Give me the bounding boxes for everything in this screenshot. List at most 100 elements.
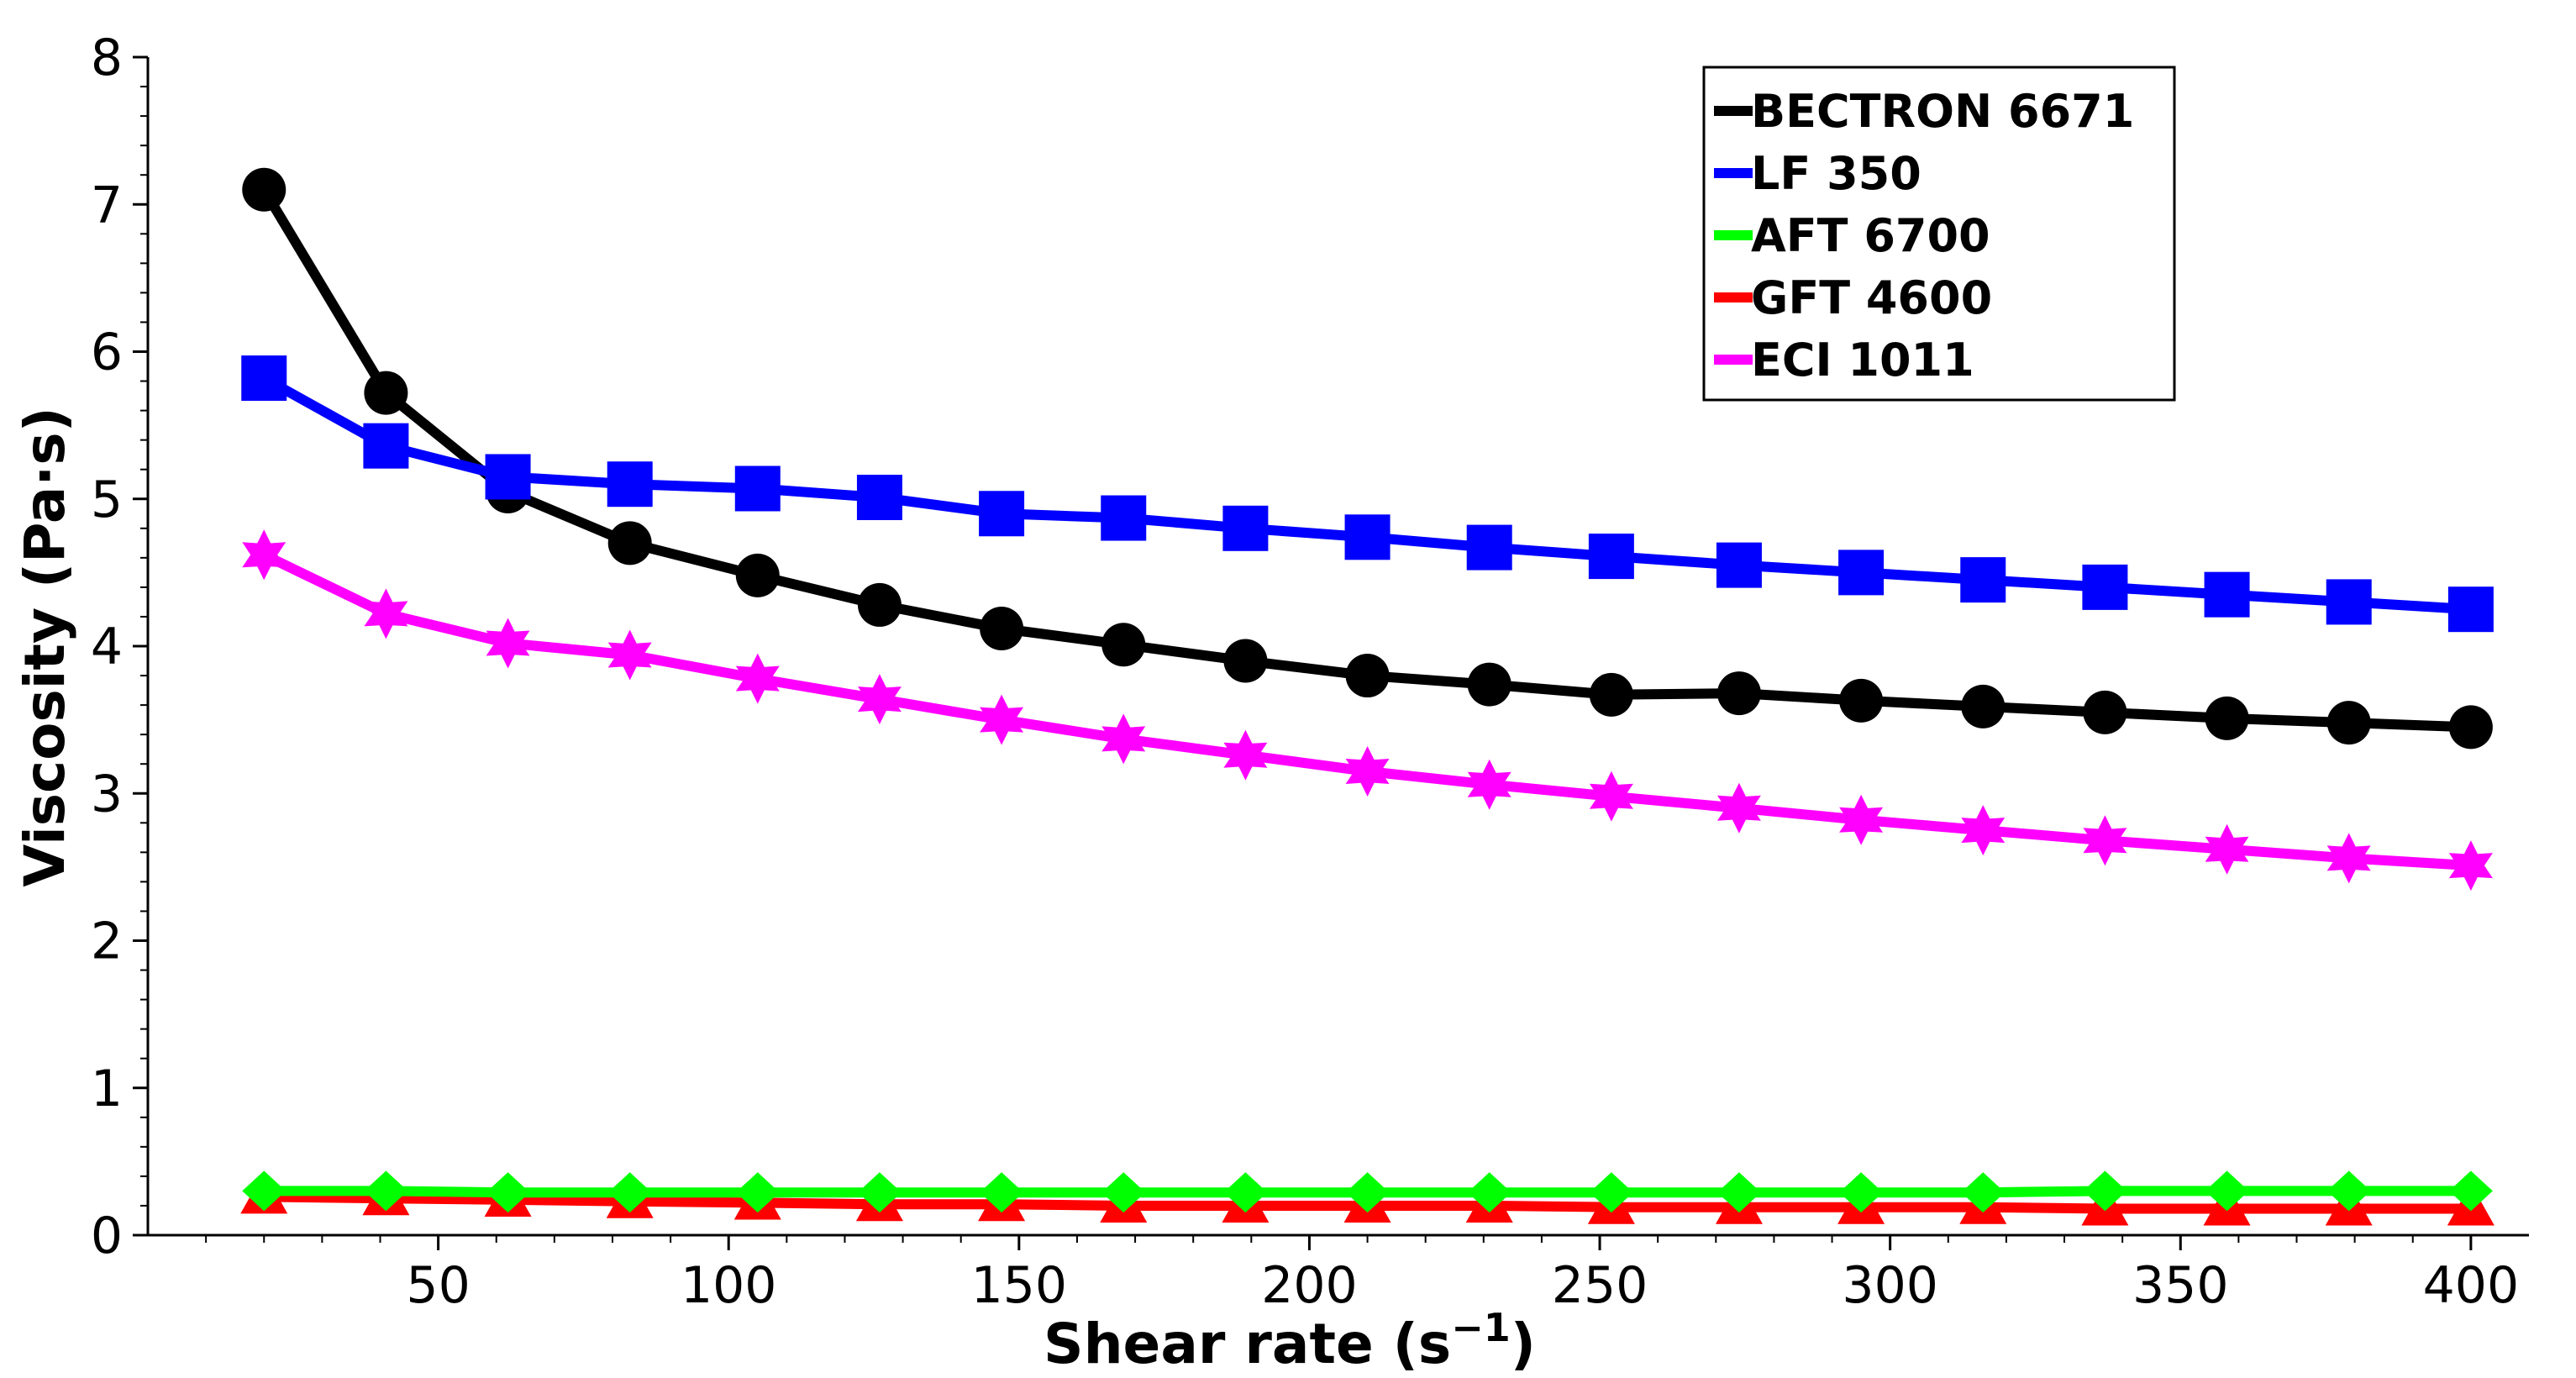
legend: BECTRON 6671 LF 350 AFT 6700 GFT 4600 ECI 10…	[1702, 66, 2176, 402]
x-tick-label: 50	[406, 1256, 470, 1315]
data-point-aft-6700	[2326, 1170, 2371, 1212]
data-point-lf-350	[363, 423, 409, 469]
data-point-lf-350	[1716, 542, 1762, 588]
legend-label-bectron-6671: BECTRON 6671	[1751, 85, 2134, 138]
x-axis-title: Shear rate (s−1)	[1044, 1305, 1536, 1376]
data-point-bectron-6671	[1467, 662, 1511, 707]
data-point-bectron-6671	[1961, 684, 2006, 728]
data-point-aft-6700	[2448, 1170, 2493, 1212]
data-point-bectron-6671	[980, 606, 1024, 650]
data-point-eci-1011	[980, 694, 1024, 745]
y-tick-label: 2	[91, 913, 123, 971]
data-point-bectron-6671	[1589, 672, 1633, 717]
data-point-lf-350	[2082, 564, 2128, 610]
data-point-eci-1011	[1717, 782, 1761, 834]
data-point-eci-1011	[364, 588, 408, 639]
data-point-lf-350	[1960, 557, 2006, 603]
x-axis-title-sup: −1	[1451, 1305, 1511, 1350]
data-point-bectron-6671	[2083, 690, 2127, 734]
data-point-eci-1011	[2205, 823, 2249, 875]
data-point-eci-1011	[1589, 771, 1633, 822]
data-point-lf-350	[2204, 571, 2250, 618]
data-point-eci-1011	[858, 674, 902, 725]
y-tick-label: 5	[91, 471, 123, 529]
x-tick-label: 200	[1261, 1256, 1358, 1315]
data-point-lf-350	[1101, 495, 1147, 541]
data-point-lf-350	[734, 465, 781, 512]
data-point-bectron-6671	[2205, 696, 2249, 740]
x-axis-title-close: )	[1511, 1312, 1536, 1376]
data-point-lf-350	[241, 355, 287, 402]
data-point-aft-6700	[1716, 1172, 1761, 1213]
data-point-aft-6700	[1345, 1172, 1390, 1213]
data-point-eci-1011	[1961, 805, 2006, 856]
x-axis-title-unit: (s	[1393, 1312, 1451, 1376]
data-point-bectron-6671	[857, 582, 902, 627]
data-point-aft-6700	[1467, 1172, 1511, 1213]
data-point-eci-1011	[735, 653, 780, 704]
series-aft-6700	[242, 1170, 2493, 1213]
data-point-eci-1011	[242, 529, 287, 581]
data-point-lf-350	[979, 491, 1025, 537]
data-point-aft-6700	[1223, 1172, 1268, 1213]
legend-label-aft-6700: AFT 6700	[1751, 209, 1990, 262]
data-point-bectron-6671	[1345, 654, 1390, 698]
y-tick-label: 8	[91, 29, 123, 87]
y-tick-label: 6	[91, 323, 123, 382]
data-point-aft-6700	[607, 1172, 652, 1213]
series-layer	[240, 167, 2495, 1226]
data-point-eci-1011	[1101, 713, 1146, 765]
series-line-lf-350	[261, 373, 2472, 615]
x-tick-label: 300	[1842, 1256, 1938, 1315]
axes: 0 1 2 3 4 5 6 7 8 50 100 150 200 250 300 350 400	[91, 29, 2529, 1315]
x-tick-label: 100	[681, 1256, 777, 1315]
data-point-aft-6700	[1839, 1172, 1884, 1213]
data-point-eci-1011	[1223, 729, 1268, 781]
data-point-aft-6700	[364, 1170, 408, 1212]
data-point-bectron-6671	[2448, 705, 2493, 749]
legend-label-lf-350: LF 350	[1751, 147, 1921, 200]
data-point-lf-350	[2326, 579, 2372, 625]
data-point-aft-6700	[980, 1172, 1024, 1213]
data-point-aft-6700	[1101, 1172, 1146, 1213]
data-point-bectron-6671	[2326, 701, 2371, 745]
data-point-bectron-6671	[607, 521, 652, 565]
data-point-lf-350	[607, 461, 653, 508]
data-point-aft-6700	[1589, 1172, 1633, 1213]
data-point-bectron-6671	[1101, 623, 1146, 667]
data-point-aft-6700	[486, 1172, 530, 1213]
y-tick-label: 0	[91, 1207, 123, 1265]
data-point-aft-6700	[735, 1172, 780, 1213]
legend-label-gft-4600: GFT 4600	[1751, 271, 1992, 324]
data-point-eci-1011	[1345, 746, 1390, 797]
data-point-eci-1011	[1467, 759, 1511, 810]
x-tick-label: 400	[2423, 1256, 2520, 1315]
data-point-aft-6700	[857, 1172, 902, 1213]
data-point-eci-1011	[2326, 833, 2371, 884]
series-lf-350	[241, 355, 2494, 633]
legend-box	[1702, 66, 2176, 402]
data-point-lf-350	[1222, 505, 1269, 551]
series-eci-1011	[242, 529, 2493, 891]
data-point-eci-1011	[607, 629, 652, 681]
data-point-bectron-6671	[1716, 671, 1761, 716]
data-point-lf-350	[1344, 514, 1391, 560]
data-point-eci-1011	[486, 618, 530, 669]
data-point-lf-350	[1838, 550, 1885, 596]
series-bectron-6671	[242, 167, 2493, 749]
data-point-bectron-6671	[364, 371, 408, 415]
legend-label-eci-1011: ECI 1011	[1751, 334, 1974, 387]
y-tick-label: 7	[91, 176, 123, 234]
data-point-lf-350	[1466, 524, 1512, 571]
data-point-eci-1011	[2083, 815, 2127, 866]
y-axis-title: Viscosity (Pa·s)	[13, 407, 77, 887]
x-tick-label: 350	[2132, 1256, 2229, 1315]
data-point-lf-350	[485, 454, 531, 500]
data-point-lf-350	[1588, 534, 1634, 580]
x-axis-title-main: Shear rate	[1044, 1312, 1374, 1376]
data-point-aft-6700	[1961, 1172, 2006, 1213]
data-point-bectron-6671	[242, 167, 287, 212]
data-point-eci-1011	[1839, 794, 1884, 845]
data-point-bectron-6671	[1839, 678, 1884, 723]
